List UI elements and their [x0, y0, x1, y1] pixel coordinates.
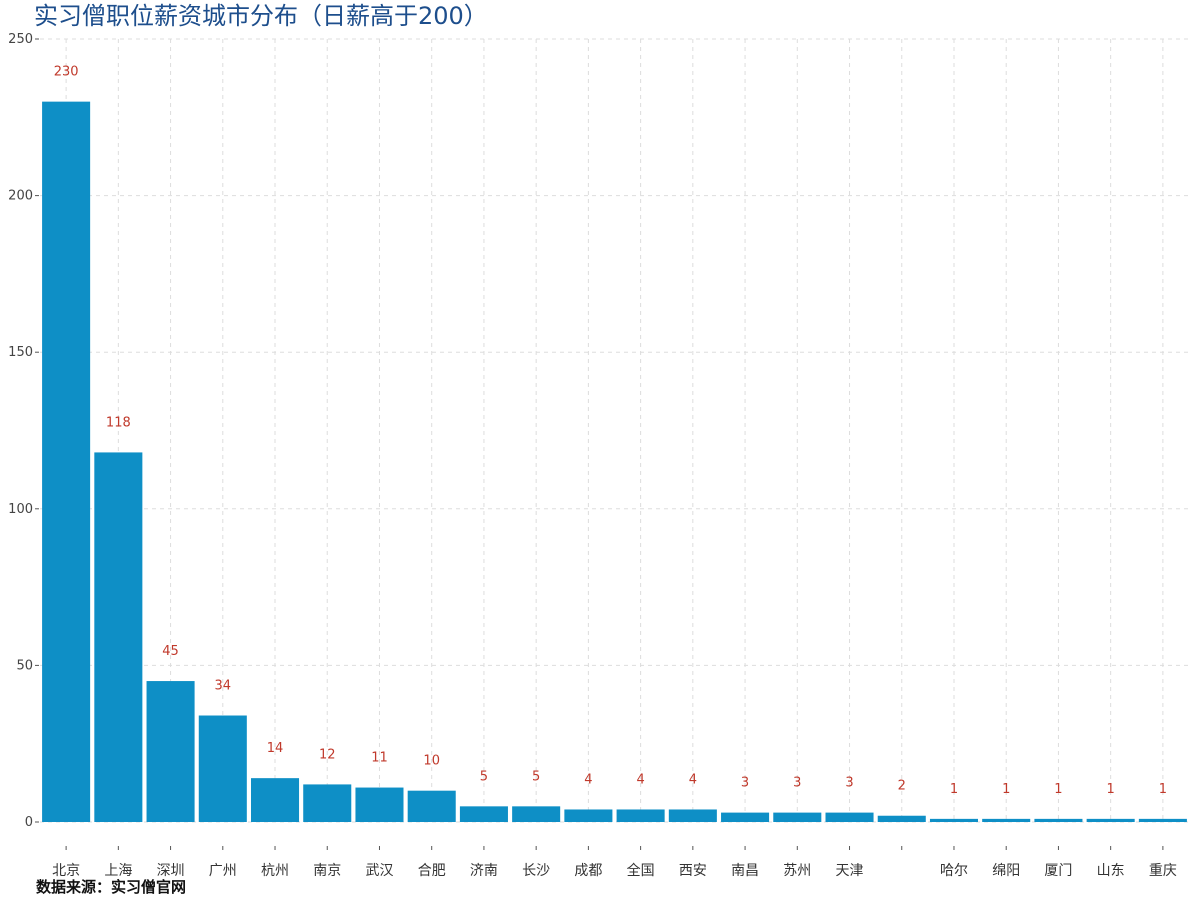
data-label: 10	[423, 754, 440, 769]
data-label: 1	[1054, 782, 1062, 797]
data-label: 3	[741, 776, 749, 791]
bar	[459, 806, 508, 822]
x-tick-label: 上海	[104, 863, 132, 879]
data-label: 5	[480, 769, 488, 784]
bar	[668, 809, 717, 822]
bar	[198, 715, 247, 822]
data-label: 3	[845, 776, 853, 791]
x-tick-label: 合肥	[418, 863, 446, 879]
data-label: 34	[215, 679, 232, 694]
x-tick-label: 厦门	[1044, 863, 1072, 879]
x-tick-label: 广州	[209, 863, 237, 879]
x-tick-label: 济南	[470, 863, 498, 879]
x-tick-label: 杭州	[261, 863, 289, 879]
bar	[773, 812, 822, 822]
x-tick-label: 全国	[627, 862, 655, 879]
bar	[407, 790, 456, 822]
y-tick-label: 100	[8, 502, 33, 517]
x-tick-label: 武汉	[365, 863, 393, 879]
bar	[250, 778, 300, 822]
data-label: 3	[793, 776, 801, 791]
data-label: 1	[1107, 782, 1115, 797]
data-label: 12	[319, 747, 336, 762]
data-label: 1	[950, 782, 958, 797]
x-tick-label: 绵阳	[992, 862, 1020, 879]
x-tick-label: 北京	[52, 863, 80, 879]
bar	[564, 809, 613, 822]
bar	[1138, 818, 1187, 822]
data-label: 230	[54, 65, 79, 80]
bar	[1086, 818, 1135, 822]
x-tick-label: 重庆	[1149, 863, 1177, 879]
x-tick-label: 西安	[679, 863, 707, 879]
bar	[982, 818, 1031, 822]
data-label: 4	[636, 772, 644, 787]
data-label: 11	[371, 751, 388, 766]
x-tick-label: 哈尔	[940, 863, 968, 879]
x-tick-label: 成都	[574, 863, 602, 879]
bar	[877, 815, 926, 822]
data-label: 4	[584, 772, 592, 787]
bar	[42, 101, 91, 822]
y-tick-label: 150	[8, 345, 33, 360]
x-tick-label: 苏州	[783, 863, 811, 879]
bar	[1034, 818, 1083, 822]
data-label: 1	[1159, 782, 1167, 797]
bar	[94, 452, 143, 822]
data-label: 2	[898, 779, 906, 794]
x-axis: 北京 上海 深圳 广州 杭州 南京 武汉 合肥 济南 长沙 成都 全国 西安 南昌 苏州 天津 哈尔 绵阳 厦门 山东…	[52, 846, 1177, 879]
x-tick-label: 天津	[836, 863, 864, 879]
bar	[512, 806, 561, 822]
grid-lines	[40, 38, 1189, 823]
bar	[721, 812, 770, 822]
x-tick-label: 长沙	[522, 863, 550, 879]
bar	[146, 681, 195, 822]
data-label: 5	[532, 769, 540, 784]
y-tick-label: 0	[25, 815, 33, 830]
data-label: 14	[267, 741, 284, 756]
data-label: 45	[162, 644, 179, 659]
bars	[42, 101, 1187, 822]
x-tick-label: 南京	[313, 863, 341, 879]
bar	[825, 812, 874, 822]
bar	[929, 818, 979, 822]
bar	[303, 784, 352, 822]
x-tick-label: 南昌	[731, 863, 759, 879]
chart-title: 实习僧职位薪资城市分布（日薪高于200）	[34, 2, 488, 30]
data-label: 1	[1002, 782, 1010, 797]
bar	[355, 787, 404, 822]
bar	[616, 809, 665, 822]
data-label: 118	[106, 415, 131, 430]
data-label: 4	[689, 772, 697, 787]
x-tick-label: 深圳	[157, 863, 185, 879]
y-tick-label: 200	[8, 189, 33, 204]
y-axis: 0 50 100 150 200 250	[8, 32, 39, 830]
source-caption: 数据来源：实习僧官网	[36, 878, 187, 896]
y-tick-label: 50	[16, 658, 33, 673]
y-tick-label: 250	[8, 32, 33, 47]
x-tick-label: 山东	[1097, 863, 1125, 879]
